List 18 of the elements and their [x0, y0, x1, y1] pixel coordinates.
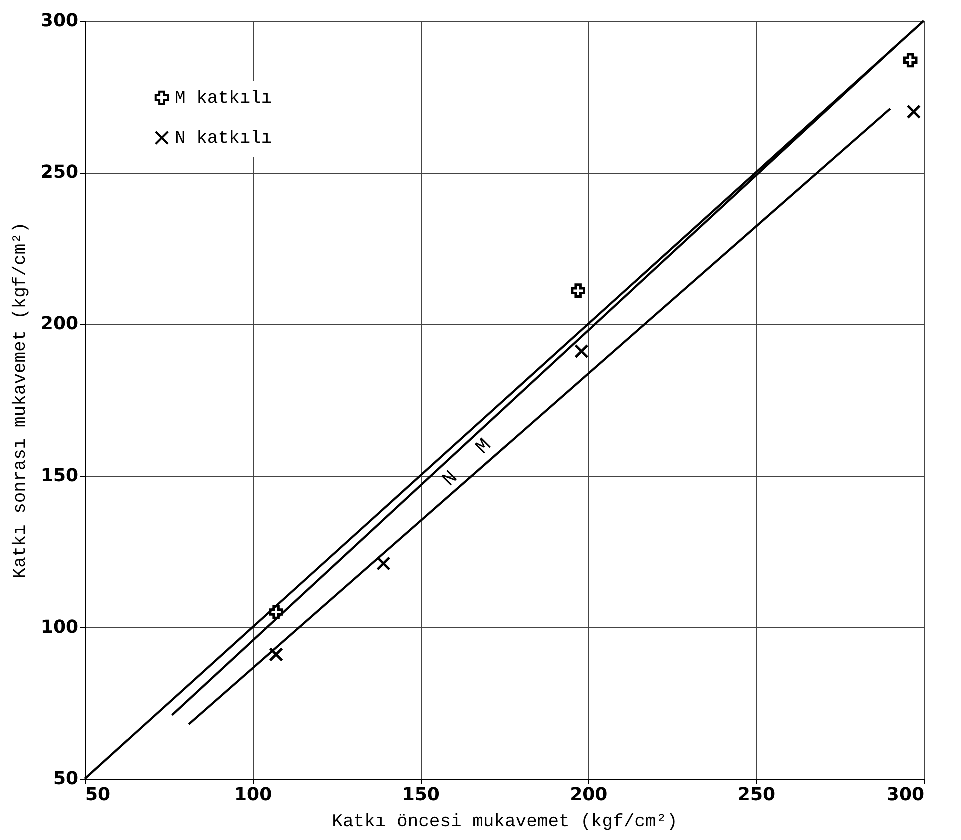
x-tick-label: 200	[570, 784, 608, 806]
x-tick-label: 100	[234, 784, 272, 806]
legend-label: M katkılı	[175, 89, 272, 109]
y-tick-label: 300	[40, 10, 78, 32]
x-tick-label: 150	[402, 784, 440, 806]
y-axis-title: Katkı sonrası mukavemet (kgf/cm²)	[10, 222, 31, 579]
y-tick-label: 200	[40, 314, 78, 335]
y-tick-label: 50	[53, 768, 78, 790]
text: M	[472, 434, 497, 460]
x-tick-label: 300	[886, 784, 924, 806]
y-tick-label: 250	[40, 162, 78, 184]
text: N	[438, 466, 464, 492]
y-tick-label: 150	[40, 465, 78, 486]
y-tick-label: 100	[40, 616, 78, 638]
legend-label: N katkılı	[175, 129, 272, 149]
x-tick-label: 250	[738, 784, 776, 806]
x-axis-title: Katkı öncesi mukavemet (kgf/cm²)	[332, 812, 678, 832]
x-tick-label: 50	[86, 784, 111, 806]
